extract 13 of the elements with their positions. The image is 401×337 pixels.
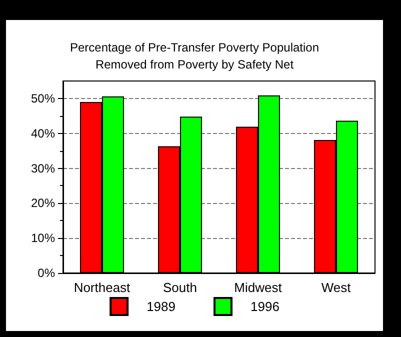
y-tick-label: 10% bbox=[30, 231, 56, 246]
y-tick-label: 40% bbox=[30, 126, 56, 140]
x-tick-label: Midwest bbox=[234, 280, 282, 295]
y-tick-label: 30% bbox=[30, 161, 56, 176]
x-tick-label: South bbox=[163, 280, 197, 295]
y-tick-label: 20% bbox=[30, 196, 56, 210]
x-tick-label: Northeast bbox=[74, 280, 131, 295]
x-tick-label: West bbox=[321, 280, 352, 295]
y-tick-label: 0% bbox=[38, 266, 56, 280]
legend-label: 1996 bbox=[250, 299, 280, 314]
legend-label: 1989 bbox=[146, 299, 176, 314]
y-tick-label: 50% bbox=[30, 91, 56, 106]
chart-title: Percentage of Pre-Transfer Poverty Population Removed from Poverty by Safety Net bbox=[70, 40, 320, 72]
